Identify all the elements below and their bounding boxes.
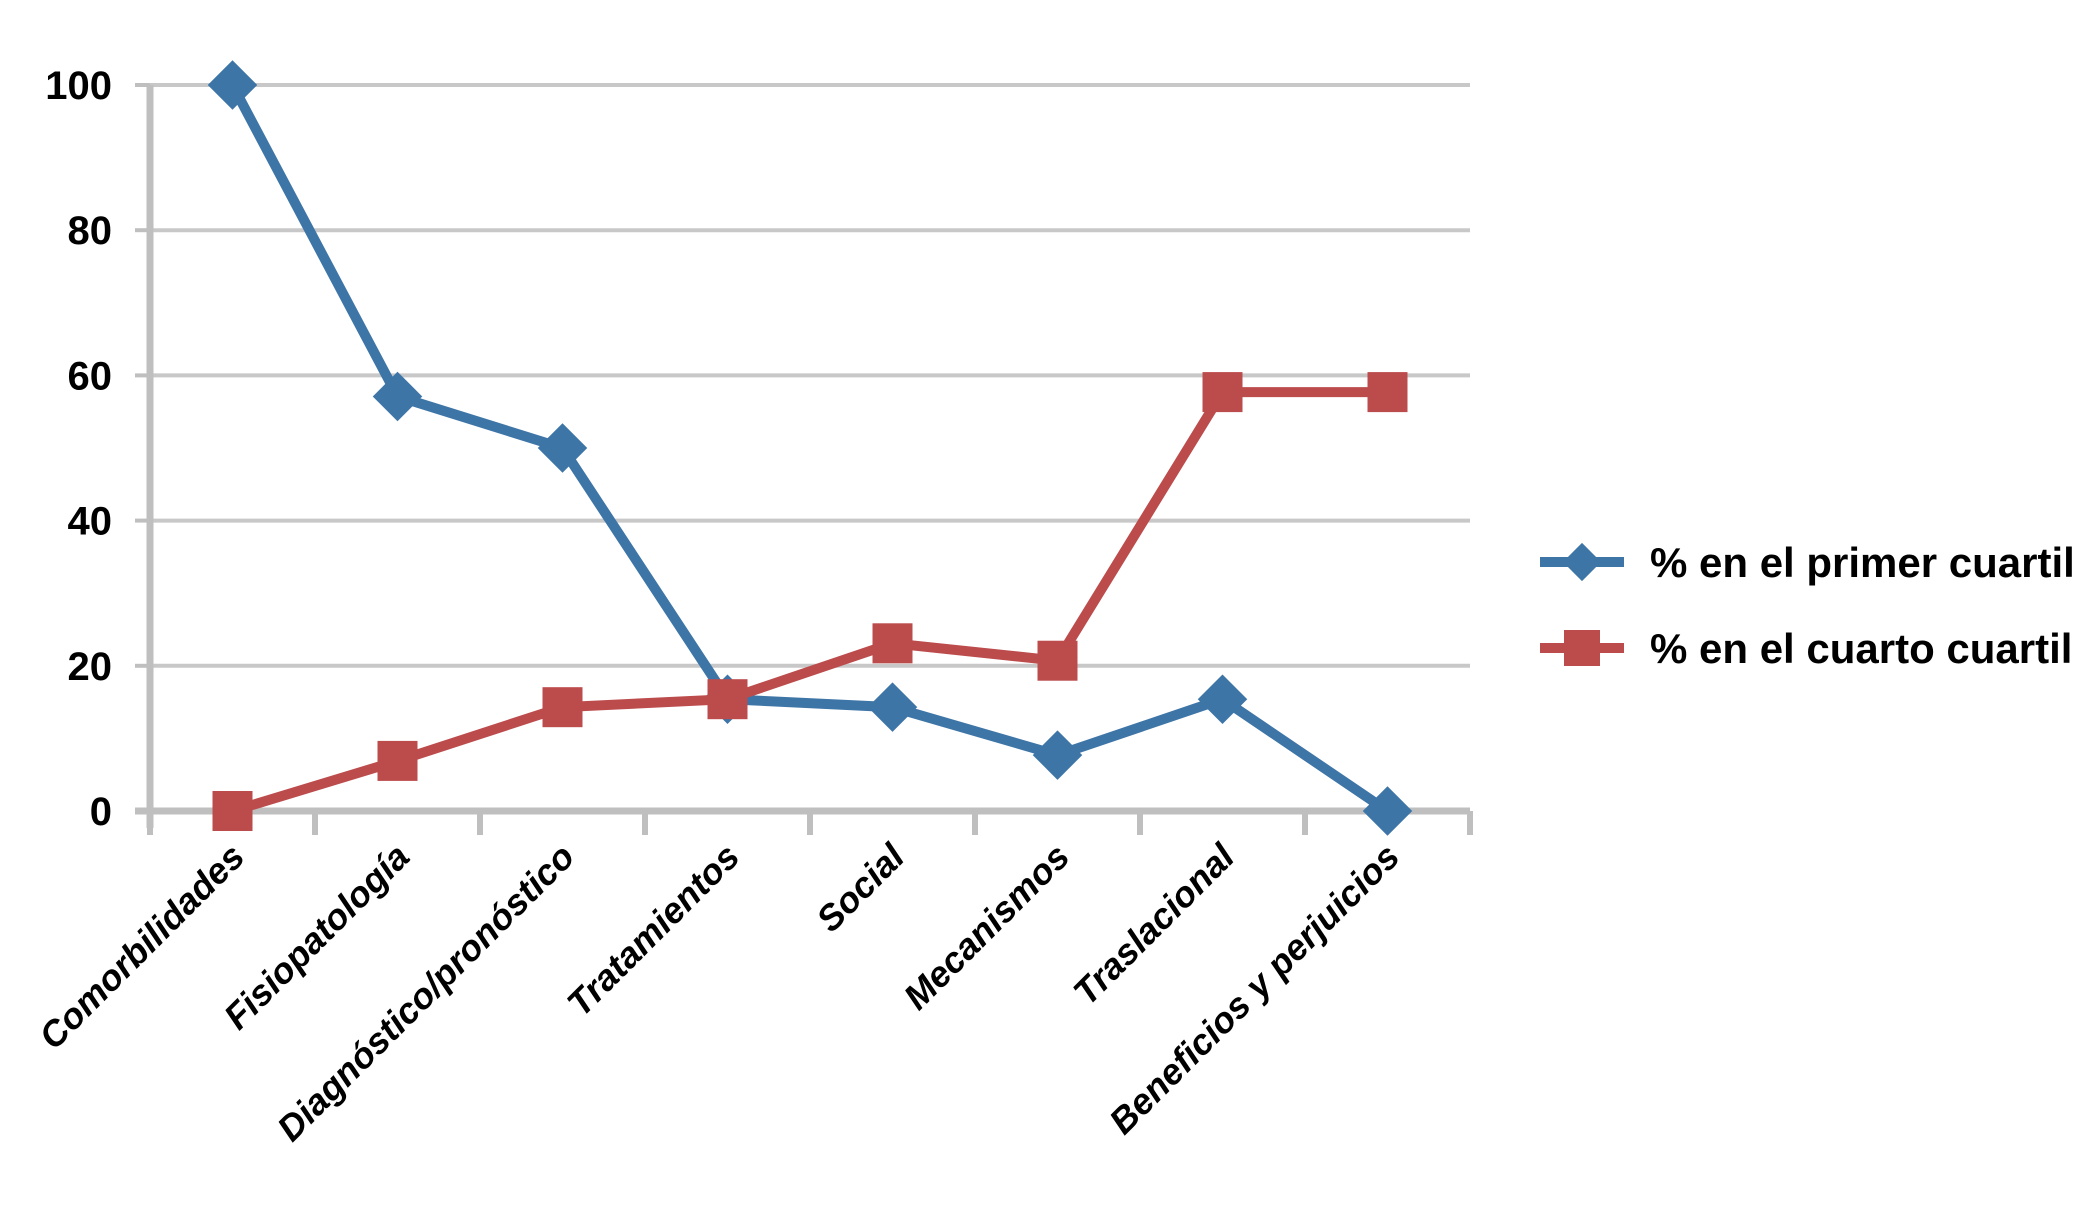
data-point-primer-cuartil [1197,674,1248,724]
legend-marker-diamond-icon [1562,542,1602,582]
data-point-primer-cuartil [372,371,423,422]
x-axis-label: Traslacional [1065,835,1243,1013]
legend-item-primer-cuartil: % en el primer cuartil [1540,539,2075,586]
series-line-cuarto-cuartil [231,387,1388,816]
y-axis-label: 20 [68,645,113,689]
data-point-primer-cuartil [207,60,258,110]
x-axis-label: Diagnóstico/pronóstico [269,836,582,1149]
y-axis-label: 0 [90,790,112,834]
data-point-cuarto-cuartil [1037,640,1078,681]
series-cuarto-cuartil [212,372,1408,831]
legend-label: % en el primer cuartil [1650,539,2075,586]
y-axis-label: 60 [68,354,113,398]
data-point-primer-cuartil [1362,786,1413,836]
x-axis-label: Beneficios y perjuicios [1101,836,1407,1142]
x-axis-label: Tratamientos [559,836,747,1024]
series-primer-cuartil [207,60,1413,836]
data-point-cuarto-cuartil [1202,372,1243,413]
data-point-cuarto-cuartil [707,679,748,720]
data-point-primer-cuartil [1032,730,1083,780]
data-point-primer-cuartil [537,423,588,473]
data-point-cuarto-cuartil [212,791,253,831]
x-axis-label: Comorbilidades [31,836,252,1057]
legend-label: % en el cuarto cuartil [1650,625,2072,672]
legend-item-cuarto-cuartil: % en el cuarto cuartil [1540,625,2072,672]
x-axis-label: Mecanismos [895,836,1077,1018]
series-line-primer-cuartil [228,82,1391,816]
data-point-cuarto-cuartil [377,740,418,781]
data-point-cuarto-cuartil [1367,372,1408,413]
legend-marker-square-icon [1564,630,1600,666]
data-point-primer-cuartil [867,682,918,732]
data-point-cuarto-cuartil [872,623,913,664]
y-axis-label: 80 [68,209,113,253]
data-point-cuarto-cuartil [542,687,583,728]
y-axis-label: 100 [45,64,112,108]
x-axis-label: Social [808,835,913,940]
y-axis-label: 40 [68,500,113,544]
